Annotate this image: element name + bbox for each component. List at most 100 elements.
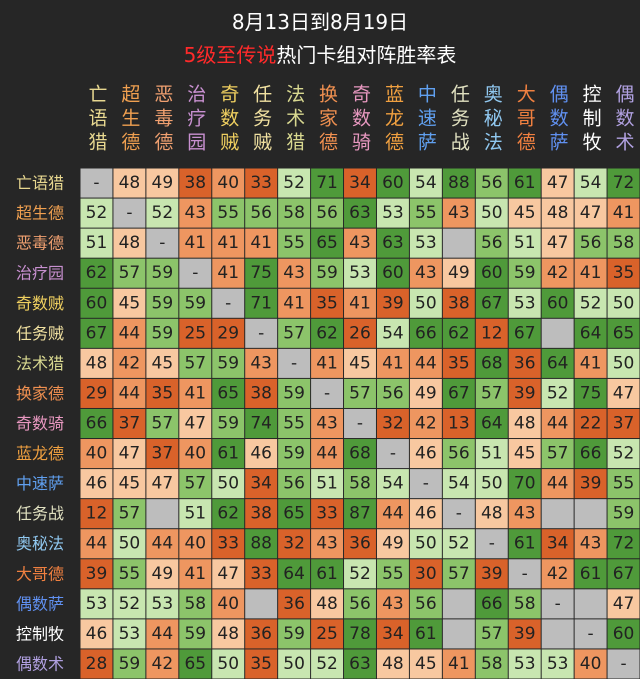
empty-cell — [344, 408, 376, 439]
cell-value: 47 — [152, 474, 174, 494]
cell-value: 60 — [382, 173, 404, 193]
cell — [212, 499, 245, 529]
cell-value: 57 — [184, 474, 206, 494]
cell — [475, 589, 508, 619]
row-header: 偶数萨 — [16, 594, 64, 613]
cell — [376, 499, 409, 529]
cell-value: 41 — [283, 293, 305, 313]
cell — [607, 589, 640, 619]
cell-value: 44 — [119, 323, 141, 343]
column-header: 偶数萨 — [547, 84, 569, 156]
cell — [409, 228, 442, 258]
cell — [278, 288, 311, 318]
cell-value: 41 — [184, 564, 206, 584]
cell-value: 50 — [415, 293, 437, 313]
cell-value: 49 — [152, 173, 174, 193]
cell-value: 22 — [580, 414, 602, 434]
cell-value: 41 — [382, 353, 404, 373]
cell — [311, 559, 344, 589]
cell — [508, 499, 541, 529]
cell — [278, 589, 311, 619]
cell-value: 46 — [415, 504, 437, 524]
cell — [344, 168, 376, 198]
cell-value: 52 — [283, 173, 305, 193]
cell — [212, 619, 245, 649]
cell — [541, 168, 574, 198]
cell — [278, 168, 311, 198]
cell — [278, 529, 311, 559]
cell — [541, 198, 574, 228]
cell — [311, 408, 344, 439]
cell — [113, 499, 146, 529]
cell — [409, 619, 442, 649]
cell — [508, 649, 541, 679]
cell-value: 59 — [152, 323, 174, 343]
cell-value: 25 — [316, 624, 338, 644]
cell — [508, 288, 541, 318]
empty-cell — [245, 589, 278, 619]
cell-value: 41 — [250, 233, 272, 253]
cell — [179, 288, 212, 318]
cell — [311, 168, 344, 198]
cell-value: 48 — [86, 353, 108, 373]
cell — [442, 258, 475, 288]
cell-value: 41 — [184, 233, 206, 253]
cell — [80, 439, 113, 469]
cell — [311, 529, 344, 559]
cell — [475, 258, 508, 288]
cell-value: 50 — [119, 534, 141, 554]
cell-value: 35 — [448, 353, 470, 373]
cell — [146, 649, 179, 679]
cell — [541, 439, 574, 469]
cell-dash: - — [357, 414, 363, 434]
column-header: 换家德 — [316, 84, 338, 156]
cell-value: 43 — [184, 203, 206, 223]
cell-value: 40 — [580, 654, 602, 674]
cell — [278, 619, 311, 649]
cell — [146, 559, 179, 589]
title-highlight: 5级至传说 — [184, 43, 277, 67]
cell — [179, 589, 212, 619]
cell-value: 65 — [316, 233, 338, 253]
cell — [376, 378, 409, 408]
cell — [113, 318, 146, 348]
cell — [344, 258, 376, 288]
cell-value: 72 — [613, 534, 635, 554]
cell — [376, 529, 409, 559]
empty-cell — [541, 619, 574, 649]
cell-value: 44 — [152, 534, 174, 554]
cell-value: 61 — [580, 564, 602, 584]
cell — [409, 529, 442, 559]
cell-value: 64 — [481, 414, 503, 434]
cell — [278, 469, 311, 499]
cell-value: 29 — [86, 383, 108, 403]
cell — [442, 469, 475, 499]
cell-value: 67 — [481, 293, 503, 313]
cell — [607, 348, 640, 378]
cell-value: 67 — [514, 323, 536, 343]
cell — [607, 288, 640, 318]
cell — [212, 589, 245, 619]
cell-value: 25 — [184, 323, 206, 343]
cell-value: 53 — [349, 263, 371, 283]
cell-value: 43 — [514, 504, 536, 524]
row-header: 控制牧 — [16, 624, 64, 643]
cell-value: 67 — [86, 323, 108, 343]
cell — [475, 499, 508, 529]
cell-value: 44 — [547, 474, 569, 494]
cell — [508, 619, 541, 649]
cell — [146, 439, 179, 469]
cell-value: 41 — [580, 263, 602, 283]
cell-value: 60 — [613, 624, 635, 644]
cell-value: 59 — [514, 263, 536, 283]
cell — [508, 529, 541, 559]
cell-value: 36 — [283, 594, 305, 614]
cell-value: 67 — [448, 383, 470, 403]
cell — [212, 228, 245, 258]
cell-value: 52 — [613, 444, 635, 464]
cell-value: 53 — [415, 233, 437, 253]
cell-value: 59 — [152, 293, 174, 313]
empty-cell — [442, 228, 475, 258]
column-header: 中速萨 — [415, 84, 437, 156]
